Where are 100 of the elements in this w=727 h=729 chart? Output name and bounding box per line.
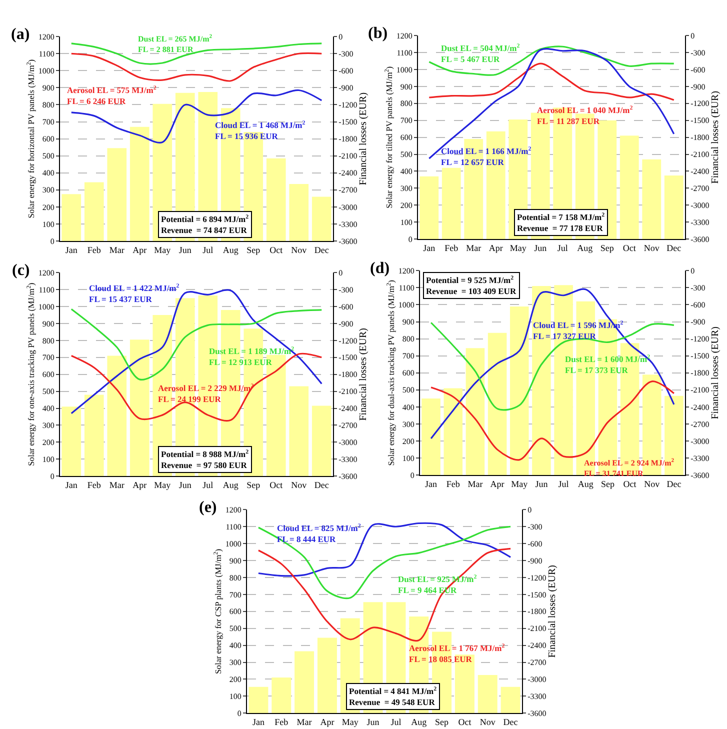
y-tick-label: 1100 — [38, 49, 54, 58]
y-tick-label: 1100 — [226, 522, 242, 532]
y2-tick-label: -1800 — [528, 607, 546, 616]
y-tick-label: 0 — [237, 708, 242, 718]
y-tick-label: 1000 — [398, 300, 414, 310]
y2-tick-label: -600 — [338, 66, 354, 76]
chart-title: (e) — [199, 499, 217, 516]
x-tick-label: Nov — [291, 244, 308, 255]
x-tick-label: Jul — [558, 478, 570, 489]
x-tick-label: Feb — [446, 478, 460, 489]
text: Cloud EL = 1 166 MJ/m$^{2}$ FL = 12 657 EUR — [441, 146, 532, 168]
bar — [62, 406, 82, 476]
y-tick-label: 500 — [42, 152, 54, 161]
x-tick-label: Oct — [458, 716, 472, 727]
bar — [312, 196, 332, 242]
y2-tick-label: -2100 — [338, 387, 358, 396]
y-tick-label: 800 — [42, 100, 54, 110]
y-tick-label: 200 — [42, 438, 54, 447]
x-tick-label: Sep — [246, 244, 261, 255]
x-tick-label: Nov — [291, 480, 308, 490]
y-tick-label: 700 — [42, 353, 54, 362]
line-series — [70, 308, 322, 380]
y2-tick-label: -1800 — [690, 133, 710, 142]
y-tick-label: 600 — [42, 370, 54, 380]
line-series — [70, 52, 322, 82]
y-tick-label: 300 — [400, 184, 412, 193]
bar — [664, 175, 684, 240]
line-series — [70, 352, 322, 422]
bar — [294, 651, 314, 714]
y-tick-label: 100 — [400, 218, 412, 227]
x-tick-label: Mar — [468, 478, 483, 489]
x-tick-label: Mar — [109, 480, 124, 490]
y2-tick-label: -3000 — [338, 202, 358, 212]
y-tick-label: 100 — [42, 220, 54, 229]
y2-tick-label: -2700 — [690, 184, 710, 193]
x-tick-label: May — [511, 478, 528, 489]
y2-tick-label: -3600 — [338, 236, 358, 246]
y2-tick-label: -1500 — [338, 118, 358, 127]
y2-tick-label: -2400 — [338, 168, 358, 178]
y2-tick-label: -2700 — [338, 186, 358, 195]
y-tick-label: 1100 — [396, 48, 412, 58]
bar — [454, 654, 474, 714]
y-tick-label: 1200 — [398, 266, 414, 276]
annotation: Potential = 8 988 MJ/m$^{2}$ Revenue = 97 580 EUR — [161, 449, 249, 470]
line-series — [428, 62, 675, 101]
y2-tick-label: -3300 — [338, 220, 358, 229]
x-tick-label: Aug — [222, 244, 239, 255]
y-tick-label: 500 — [402, 386, 414, 395]
x-tick-label: Jul — [557, 242, 568, 253]
y-tick-label: 500 — [42, 387, 54, 396]
y-tick-label: 600 — [402, 368, 414, 378]
y2-tick-label: -2100 — [690, 150, 710, 160]
y-tick-label: 500 — [400, 150, 412, 160]
y2-tick-label: -3300 — [690, 218, 710, 227]
text: Aerosol EL = 1 767 MJ/m$^{2}$ FL = 18 085 EUR — [409, 643, 505, 664]
y-tick-label: 1000 — [38, 302, 54, 312]
text: Dust EL = 1 189 MJ/m$^{2}$ FL = 12 913 EUR — [209, 346, 294, 368]
y2-tick-label: -2100 — [690, 386, 710, 395]
bar — [272, 678, 292, 714]
y-tick-label: 1200 — [38, 32, 54, 42]
text: Dust EL = 1 600 MJ/m$^{2}$ FL = 17 373 EUR — [565, 354, 650, 376]
x-tick-label: Jan — [252, 716, 265, 727]
y2-tick-label: -3600 — [528, 708, 546, 718]
x-tick-label: Dec — [503, 716, 518, 727]
y2-tick-label: -3300 — [690, 454, 710, 463]
chart-title: (c) — [12, 262, 30, 279]
x-tick-label: Aug — [411, 716, 428, 727]
x-tick-label: Dec — [666, 478, 682, 489]
y2-tick-label: -1200 — [338, 100, 358, 110]
y-tick-label: 0 — [50, 236, 54, 246]
bar — [420, 176, 439, 240]
annotation: Potential = 4 841 MJ/m$^{2}$ Revenue = 49 548 EUR — [349, 686, 437, 708]
x-tick-label: Mar — [296, 716, 312, 727]
x-tick-label: Nov — [644, 478, 660, 489]
bar — [266, 158, 286, 242]
y-tick-label: 300 — [402, 420, 414, 429]
x-tick-label: Jun — [178, 480, 192, 490]
y-tick-label: 600 — [229, 607, 242, 616]
y2-tick-label: -1500 — [690, 116, 710, 126]
y2-tick-label: 0 — [338, 32, 343, 42]
x-tick-label: Apr — [320, 716, 334, 727]
y-tick-label: 100 — [42, 454, 54, 464]
x-tick-label: May — [510, 242, 527, 253]
x-tick-label: May — [154, 480, 172, 490]
y2-tick-label: -3000 — [528, 675, 546, 684]
x-tick-label: Sep — [435, 716, 450, 727]
y2-tick-label: -1800 — [338, 134, 358, 144]
text: Aerosol EL = 1 040 MJ/m$^{2}$ FL = 11 287 EUR — [537, 105, 633, 126]
y-tick-label: 900 — [402, 318, 414, 327]
x-tick-label: Dec — [666, 242, 682, 253]
y2-tick-label: -2400 — [690, 167, 710, 176]
y2-tick-label: -300 — [528, 522, 542, 532]
line-series — [430, 380, 675, 461]
y2-tick-label: -1200 — [690, 99, 710, 108]
y-tick-label: 200 — [400, 200, 412, 210]
x-tick-label: Mar — [109, 244, 124, 255]
bar — [130, 126, 150, 242]
bar — [486, 131, 506, 240]
x-tick-label: Oct — [270, 480, 284, 490]
x-tick-label: Jul — [390, 716, 402, 727]
